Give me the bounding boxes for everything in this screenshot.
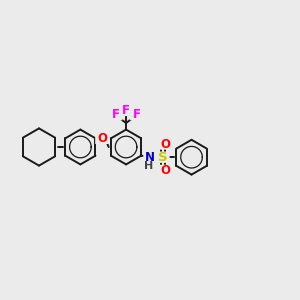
- FancyBboxPatch shape: [143, 152, 157, 163]
- Text: O: O: [97, 132, 107, 145]
- FancyBboxPatch shape: [95, 133, 109, 144]
- Text: F: F: [133, 108, 141, 121]
- Text: O: O: [160, 137, 170, 151]
- FancyBboxPatch shape: [158, 165, 172, 176]
- Text: H: H: [144, 161, 153, 171]
- Text: F: F: [112, 108, 120, 121]
- Text: O: O: [160, 164, 170, 177]
- FancyBboxPatch shape: [130, 109, 143, 120]
- FancyBboxPatch shape: [158, 138, 172, 150]
- Text: N: N: [145, 151, 155, 164]
- Text: S: S: [158, 151, 168, 164]
- Text: F: F: [122, 104, 130, 117]
- FancyBboxPatch shape: [156, 152, 170, 163]
- FancyBboxPatch shape: [119, 105, 133, 116]
- FancyBboxPatch shape: [109, 109, 122, 120]
